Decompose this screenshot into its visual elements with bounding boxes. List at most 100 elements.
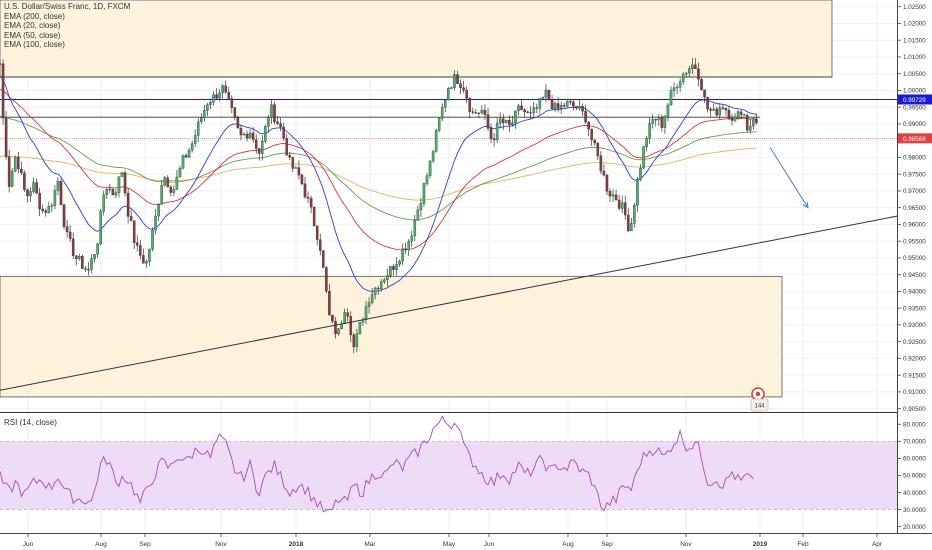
candle <box>96 242 99 258</box>
candle-body-down <box>139 245 142 256</box>
candle <box>178 165 182 178</box>
candle-body-up <box>117 176 121 193</box>
price-tick-label: 0.91000 <box>903 389 926 396</box>
candle-body-down <box>727 109 731 119</box>
candle <box>739 109 743 120</box>
candle-body-down <box>562 105 566 107</box>
candle <box>10 168 14 188</box>
candle-body-down <box>236 117 240 129</box>
candle-body-down <box>605 174 609 192</box>
candle-body-up <box>157 204 160 217</box>
candle <box>712 103 715 112</box>
candle <box>291 156 295 173</box>
candle-body-down <box>550 99 554 110</box>
candle <box>556 96 560 113</box>
candle-body-down <box>215 94 218 99</box>
price-tick-label: 1.02000 <box>903 21 926 28</box>
candle <box>315 225 319 246</box>
candle-body-up <box>212 94 215 103</box>
candle <box>47 201 51 214</box>
candle <box>276 115 279 125</box>
candle <box>444 99 447 113</box>
candle <box>105 187 109 199</box>
candle-body-down <box>306 196 310 199</box>
price-tick-label: 0.93000 <box>903 322 926 329</box>
candle <box>559 101 563 115</box>
candle <box>752 117 755 130</box>
candle <box>84 266 87 272</box>
candle-body-up <box>355 333 359 347</box>
candle <box>465 86 468 103</box>
support-zone <box>0 275 783 398</box>
ema-legend-item[interactable]: EMA (50, close) <box>4 30 61 40</box>
candle <box>172 185 176 197</box>
candle-body-up <box>620 202 624 209</box>
candle-body-down <box>742 114 746 116</box>
candle-body-down <box>587 121 590 130</box>
candle <box>532 101 536 117</box>
candle <box>248 128 252 139</box>
price-axis-panel <box>897 0 932 550</box>
price-tick-label: 0.91500 <box>903 372 926 379</box>
candle <box>349 311 353 342</box>
candle <box>526 110 529 114</box>
price-axis[interactable]: 1.02500 1.02000 1.01500 1.01000 1.00500 1.000… <box>897 0 932 550</box>
candle-body-down <box>724 107 728 111</box>
candle <box>65 219 69 238</box>
candle-body-down <box>721 107 725 109</box>
candle-body-up <box>337 328 340 335</box>
candle-body-up <box>498 118 502 124</box>
candle <box>230 95 234 114</box>
time-axis[interactable]: Jun Aug Sep Nov 2018 Mar May Jun Aug Sep Nov 2019 Fe… <box>0 533 932 548</box>
logo-icon[interactable]: 144 <box>750 387 769 412</box>
candle <box>587 121 590 137</box>
ema-legend-item[interactable]: EMA (100, close) <box>4 40 65 49</box>
candle <box>196 117 200 142</box>
price-tick-label: 0.95500 <box>903 238 926 245</box>
price-badges: 0.99729 0.98568 <box>898 94 932 144</box>
candle <box>99 209 102 246</box>
candle-body-up <box>364 306 368 320</box>
rsi-pane <box>0 412 932 513</box>
candle <box>578 99 581 111</box>
candle <box>17 151 20 174</box>
candle-body-up <box>407 240 410 251</box>
candle-body-up <box>160 185 163 205</box>
candle <box>108 184 112 193</box>
rsi-tick-label: 40.0000 <box>903 490 926 497</box>
candle-body-down <box>352 334 356 347</box>
projection-arrow <box>769 147 809 208</box>
candle-body-down <box>17 157 20 170</box>
candle-body-up <box>218 92 221 99</box>
candles <box>0 57 758 354</box>
candle <box>233 107 237 121</box>
candle <box>541 96 545 100</box>
candle <box>132 220 136 249</box>
candle-body-down <box>468 98 471 112</box>
candle <box>261 135 264 161</box>
ema-legend-item[interactable]: EMA (200, close) <box>4 11 65 21</box>
candle-body-down <box>334 321 337 335</box>
candle-body-up <box>209 102 212 105</box>
rsi-legend[interactable]: RSI (14, close) <box>4 418 57 428</box>
candle <box>184 153 188 158</box>
candle <box>331 314 334 324</box>
candle <box>367 297 371 314</box>
candle <box>129 209 133 222</box>
candle-body-down <box>1 63 5 119</box>
candle-body-down <box>81 256 84 269</box>
candle <box>74 255 78 266</box>
candle-body-up <box>651 119 654 124</box>
candle-body-up <box>630 223 633 232</box>
ema-legend-item[interactable]: EMA (20, close) <box>4 21 61 30</box>
candle-body-down <box>35 182 38 194</box>
candle-body-up <box>29 191 32 197</box>
candle <box>413 214 417 242</box>
candle <box>706 96 709 113</box>
price-badge-top-text: 0.99729 <box>903 97 926 104</box>
price-badge-last: 0.98568 <box>898 133 932 144</box>
candle-body-down <box>230 98 234 108</box>
time-tick-label: 2018 <box>289 541 304 548</box>
candle <box>462 80 465 94</box>
